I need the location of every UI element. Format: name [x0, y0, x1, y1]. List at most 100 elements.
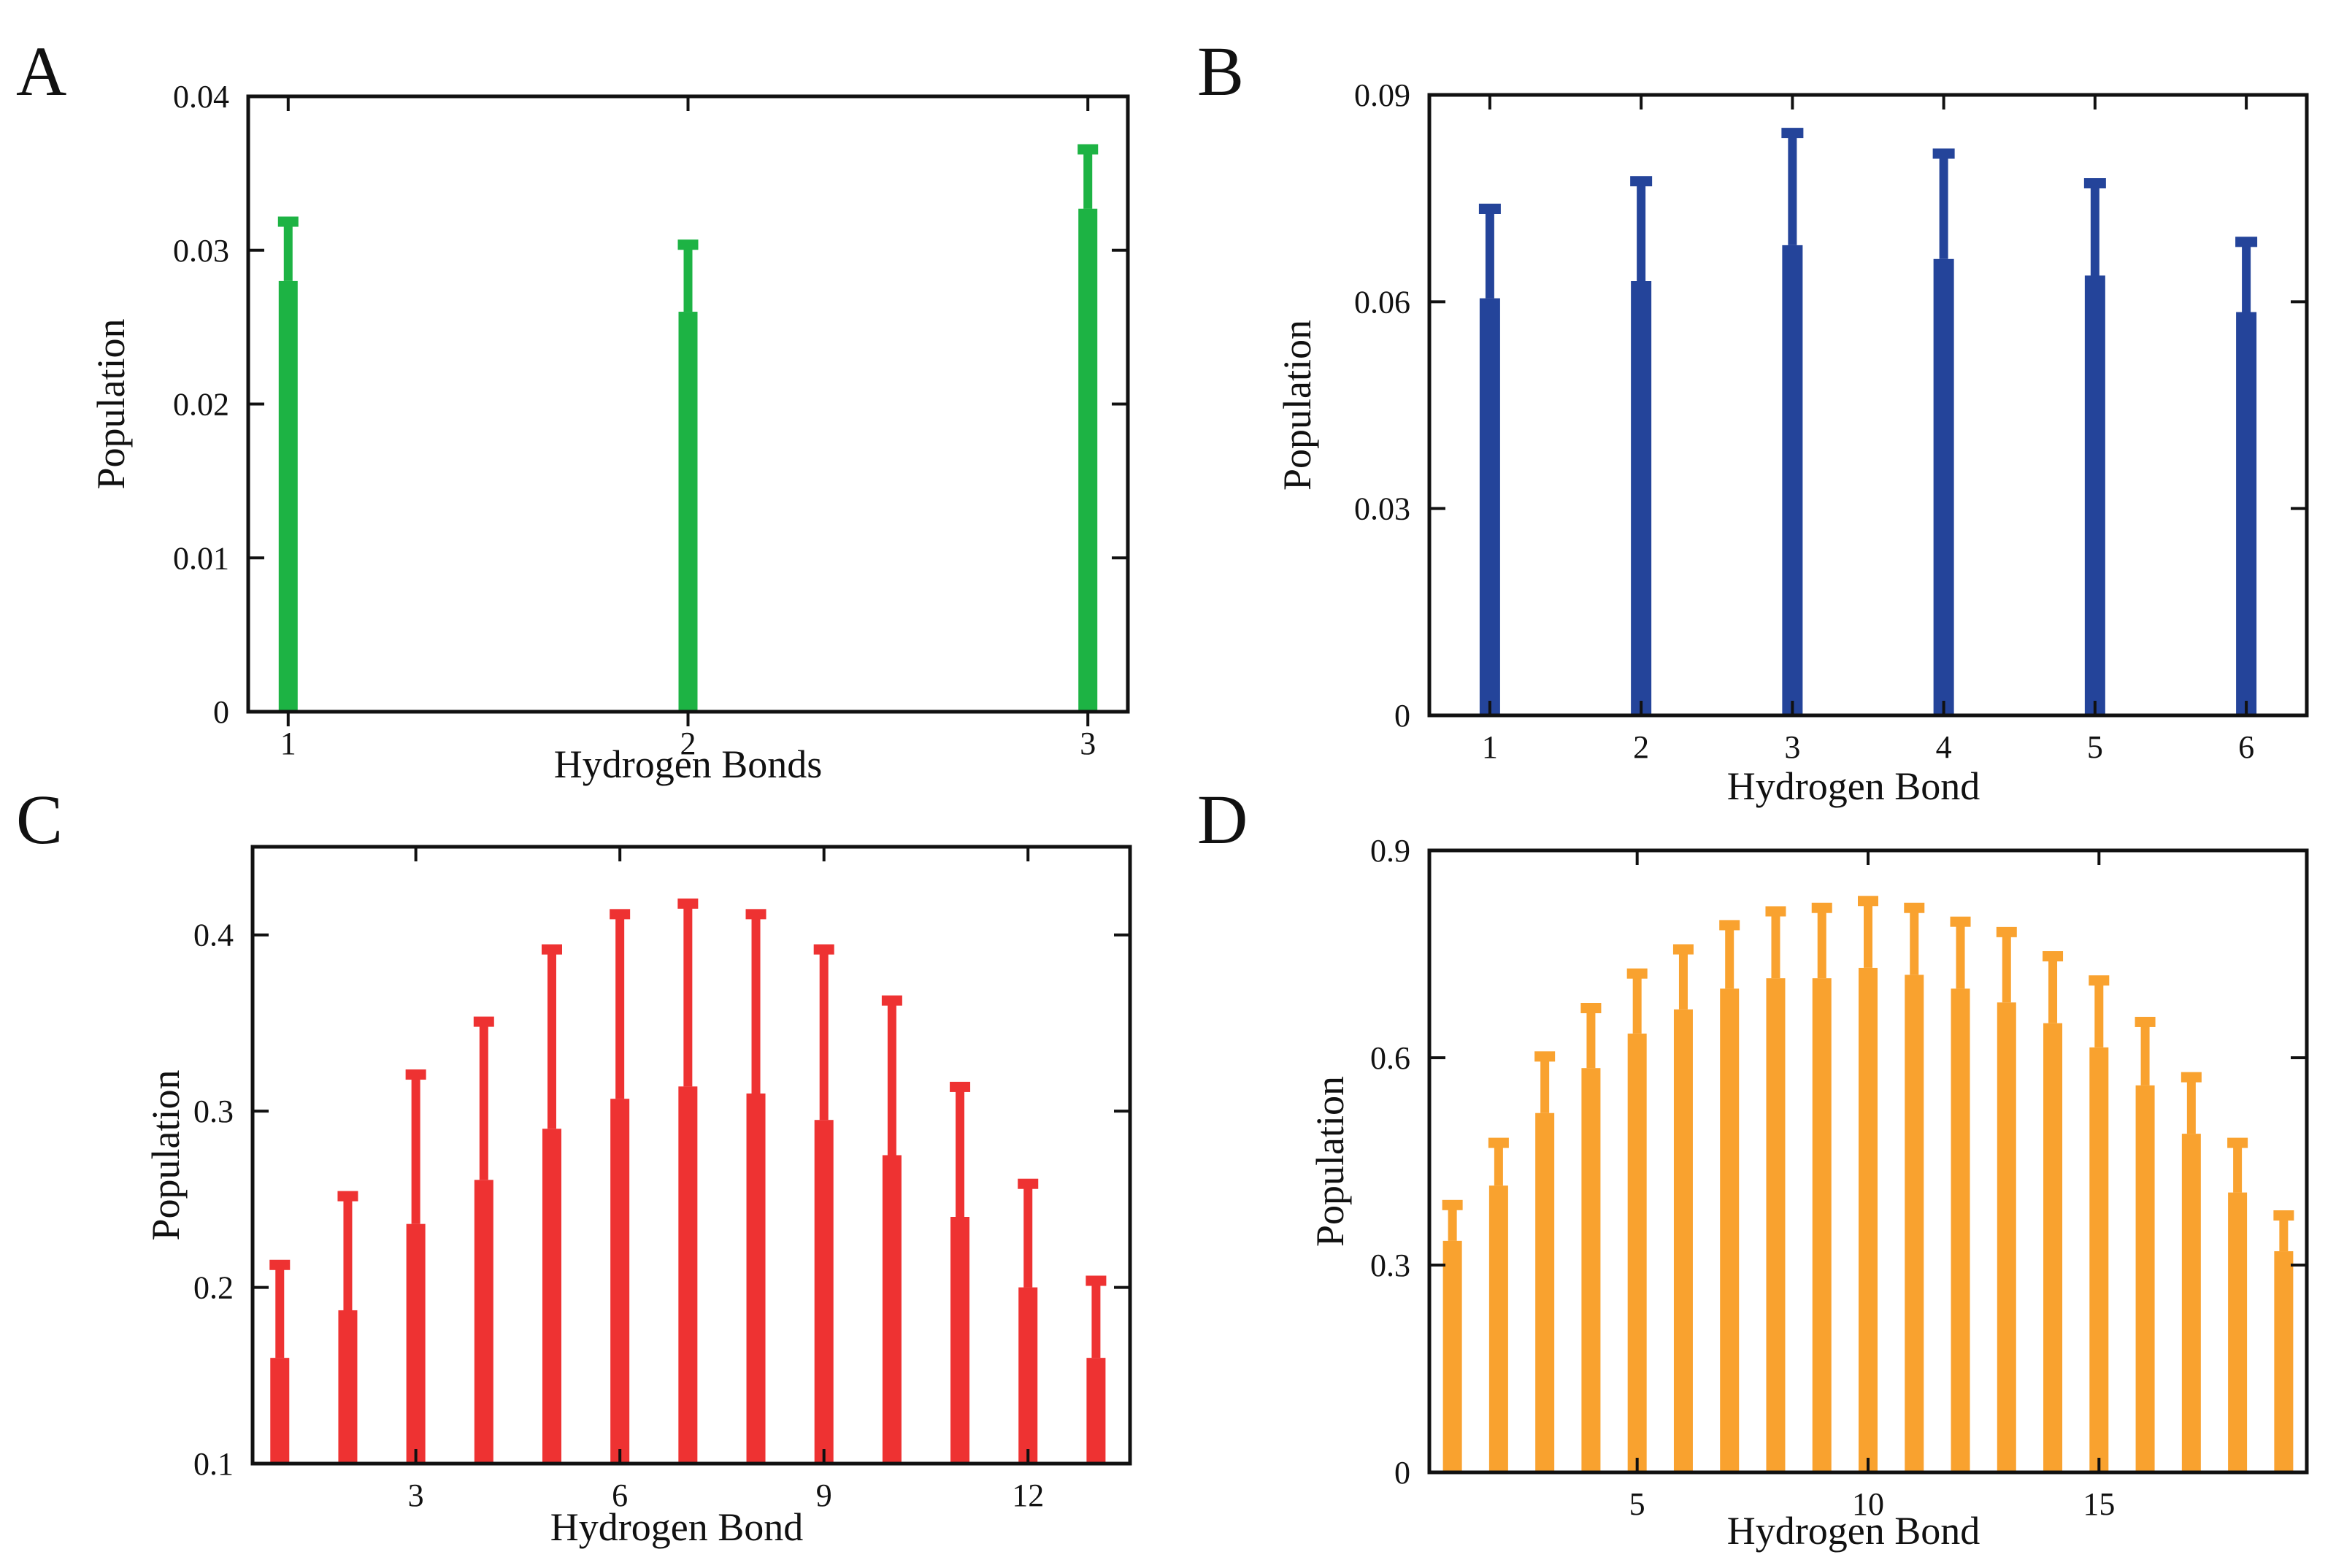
error-cap-d-17 [2181, 1072, 2202, 1083]
x-axis-title-c: Hydrogen Bond [550, 1505, 803, 1549]
x-tick-label-b: 5 [2087, 729, 2103, 765]
error-cap-c-7 [677, 898, 699, 909]
bar-c-10 [882, 1155, 902, 1464]
error-cap-d-1 [1442, 1199, 1463, 1210]
panel-letter-d: D [1197, 780, 1248, 858]
error-cap-b-1 [1478, 204, 1501, 214]
error-cap-d-12 [1950, 916, 1971, 927]
bar-d-3 [1535, 1112, 1555, 1472]
y-tick-label-c: 0.4 [193, 918, 234, 953]
error-cap-d-11 [1904, 902, 1925, 913]
bar-d-14 [2043, 1023, 2063, 1472]
bar-c-11 [950, 1217, 970, 1464]
y-tick-label-c: 0.1 [193, 1446, 234, 1482]
bar-c-8 [746, 1094, 766, 1464]
error-cap-d-14 [2043, 951, 2064, 961]
bar-d-4 [1581, 1068, 1601, 1472]
x-tick-label-b: 6 [2238, 729, 2254, 765]
x-tick-label-b: 3 [1784, 729, 1800, 765]
bar-d-15 [2089, 1047, 2109, 1472]
error-cap-c-1 [269, 1259, 291, 1270]
error-cap-d-18 [2227, 1137, 2248, 1148]
error-cap-d-19 [2273, 1210, 2294, 1221]
bar-c-4 [474, 1180, 493, 1464]
x-tick-label-b: 1 [1482, 729, 1498, 765]
bar-c-3 [406, 1223, 426, 1464]
bar-a-2 [678, 312, 698, 712]
error-cap-d-10 [1858, 896, 1878, 907]
error-cap-c-12 [1018, 1178, 1039, 1189]
error-cap-d-3 [1534, 1051, 1556, 1062]
bar-b-2 [1631, 281, 1652, 715]
x-tick-label-d: 15 [2083, 1486, 2115, 1522]
error-cap-d-13 [1996, 926, 2017, 937]
bar-d-6 [1673, 1009, 1693, 1472]
y-axis-title-d: Population [1308, 1076, 1352, 1247]
chart-panel-c: 0.1 0.2 0.3 0.4 3 6 9 12 Hydrogen Bond Population [144, 845, 1132, 1549]
plot-frame-c [250, 845, 1132, 1466]
y-tick-label-a: 0.04 [173, 79, 229, 115]
panel-letter-b: B [1197, 32, 1244, 110]
error-cap-d-9 [1811, 902, 1832, 913]
bar-d-16 [2135, 1085, 2155, 1472]
panel-letter-c: C [16, 780, 63, 858]
y-tick-label-a: 0 [213, 694, 229, 730]
bar-d-12 [1951, 988, 1970, 1472]
error-cap-d-6 [1672, 944, 1694, 955]
x-tick-label-c: 6 [612, 1477, 628, 1513]
error-cap-b-5 [2083, 178, 2106, 189]
error-cap-d-5 [1626, 968, 1648, 979]
y-axis-title-c: Population [144, 1069, 188, 1240]
bar-d-2 [1488, 1185, 1508, 1472]
x-axis-title-d: Hydrogen Bond [1727, 1509, 1980, 1553]
bar-d-13 [1997, 1002, 2016, 1472]
bar-c-5 [542, 1129, 561, 1464]
y-tick-label-b: 0.03 [1354, 491, 1410, 527]
bar-c-12 [1018, 1287, 1038, 1464]
bar-d-5 [1627, 1033, 1647, 1472]
bar-b-4 [1933, 258, 1954, 715]
bar-c-2 [338, 1310, 358, 1464]
error-cap-b-6 [2235, 237, 2258, 247]
bar-d-18 [2228, 1192, 2248, 1472]
y-tick-label-c: 0.3 [193, 1094, 234, 1129]
y-tick-label-d: 0 [1394, 1455, 1410, 1491]
error-cap-d-8 [1765, 906, 1786, 917]
bar-c-9 [814, 1120, 834, 1464]
x-axis-title-b: Hydrogen Bond [1727, 764, 1980, 808]
error-cap-c-6 [610, 909, 631, 920]
error-cap-c-5 [541, 944, 562, 955]
chart-panel-b: 0 0.03 0.06 0.09 1 2 3 4 5 6 Hydrogen Bond Populati… [1275, 77, 2309, 808]
y-tick-label-b: 0 [1394, 698, 1410, 734]
error-cap-b-2 [1630, 176, 1653, 187]
error-cap-b-4 [1932, 148, 1955, 159]
y-tick-label-d: 0.9 [1370, 833, 1410, 869]
error-cap-c-3 [405, 1069, 426, 1080]
bar-c-1 [270, 1358, 290, 1464]
bar-b-1 [1479, 298, 1500, 716]
x-tick-label-c: 3 [408, 1477, 424, 1513]
error-cap-d-4 [1580, 1003, 1602, 1013]
x-axis-title-a: Hydrogen Bonds [554, 742, 822, 786]
x-tick-label-b: 4 [1936, 729, 1952, 765]
bar-c-13 [1086, 1358, 1106, 1464]
error-cap-c-13 [1086, 1275, 1107, 1286]
y-tick-label-a: 0.01 [173, 540, 229, 576]
x-tick-label-c: 9 [816, 1477, 832, 1513]
error-cap-c-8 [745, 909, 766, 920]
y-tick-label-c: 0.2 [193, 1270, 234, 1306]
bar-b-3 [1782, 245, 1803, 715]
y-tick-label-a: 0.03 [173, 233, 229, 269]
bar-c-7 [678, 1086, 698, 1464]
error-cap-a-2 [677, 239, 699, 250]
bar-d-9 [1812, 978, 1832, 1472]
error-cap-b-3 [1781, 128, 1804, 139]
y-axis-title-a: Population [89, 318, 133, 489]
bar-a-1 [278, 280, 298, 712]
y-axis-title-b: Population [1275, 320, 1319, 491]
y-tick-label-d: 0.6 [1370, 1040, 1410, 1076]
plot-frame-b [1427, 93, 2309, 718]
bar-d-1 [1442, 1240, 1462, 1472]
error-cap-c-11 [950, 1081, 971, 1092]
error-cap-d-15 [2089, 975, 2110, 986]
